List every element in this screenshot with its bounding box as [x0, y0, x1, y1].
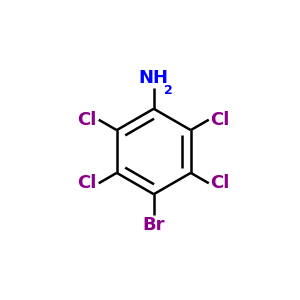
- Text: Cl: Cl: [211, 174, 230, 192]
- Text: Cl: Cl: [211, 111, 230, 129]
- Text: 2: 2: [164, 85, 173, 98]
- Text: NH: NH: [139, 69, 169, 87]
- Text: Cl: Cl: [77, 111, 97, 129]
- Text: Cl: Cl: [77, 174, 97, 192]
- Text: Br: Br: [142, 216, 165, 234]
